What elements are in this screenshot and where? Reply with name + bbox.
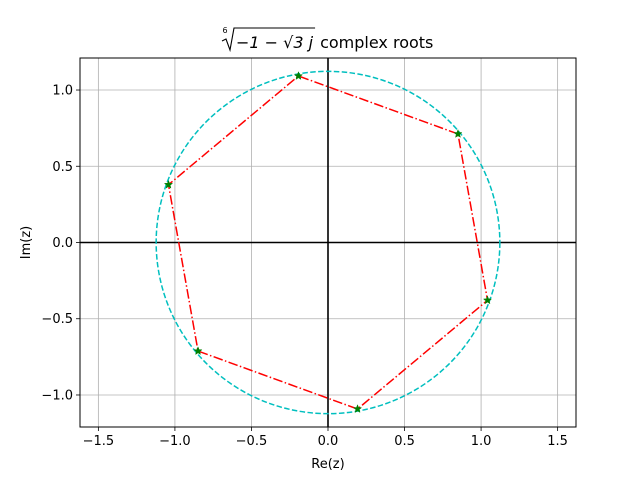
- title-radical-sign: [221, 27, 316, 53]
- title-radical-index: 6: [222, 26, 227, 35]
- y-ticks: −1.0 −0.5 0.0 0.5 1.0: [41, 84, 80, 403]
- y-tick-label: −1.0: [41, 388, 73, 403]
- root-point: [163, 179, 174, 189]
- y-tick-label: 1.0: [52, 84, 73, 99]
- x-tick-label: −0.5: [236, 434, 268, 449]
- x-tick-label: 1.5: [547, 434, 568, 449]
- root-circle-layer: [155, 70, 501, 415]
- root-points-layer: [163, 71, 493, 413]
- x-tick-label: 0.0: [318, 434, 339, 449]
- x-tick-label: −1.5: [83, 434, 115, 449]
- x-tick-label: 1.0: [471, 434, 492, 449]
- root-point: [293, 71, 304, 80]
- root-point: [482, 295, 493, 305]
- x-axis-label: Re(z): [311, 457, 344, 472]
- x-tick-label: −1.0: [159, 434, 191, 449]
- x-tick-label: 0.5: [394, 434, 415, 449]
- y-tick-label: −0.5: [41, 312, 73, 327]
- root-point: [453, 129, 463, 138]
- y-tick-label: 0.5: [52, 160, 73, 175]
- root-point: [193, 346, 203, 356]
- title-suffix: complex roots: [320, 33, 433, 52]
- root-circle: [155, 70, 501, 415]
- y-tick-label: 0.0: [52, 236, 73, 251]
- zero-axes: [80, 58, 576, 427]
- x-ticks: −1.5 −1.0 −0.5 0.0 0.5 1.0 1.5: [83, 427, 568, 449]
- root-point: [352, 404, 363, 413]
- chart-title: 6 −1 − √3 j complex roots: [221, 26, 433, 53]
- y-axis-label: Im(z): [19, 226, 34, 259]
- title-expression: −1 − √3 j: [236, 33, 314, 52]
